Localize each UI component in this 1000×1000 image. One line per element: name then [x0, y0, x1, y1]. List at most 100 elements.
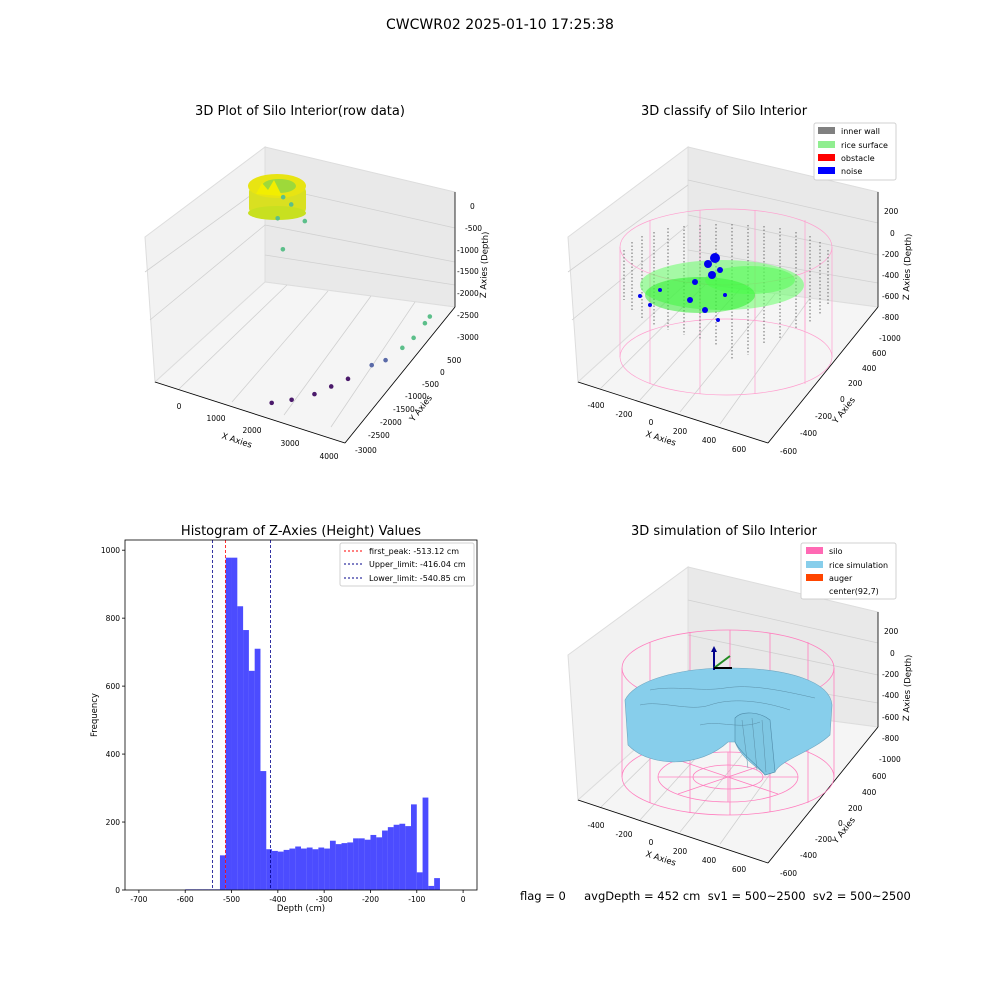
x-tick-label: -500 [223, 895, 240, 904]
histogram-bar [191, 889, 197, 890]
histogram-bar [219, 855, 226, 890]
histogram-bar [370, 834, 377, 890]
legend-label: rice simulation [829, 561, 888, 570]
rice-point-cluster [248, 174, 306, 220]
histogram-bar [393, 824, 400, 890]
histogram-bar [208, 889, 215, 890]
histogram-bar [399, 823, 406, 890]
histogram-bar [196, 889, 203, 890]
histogram-bar [318, 847, 325, 890]
p1-ztick: -1500 [457, 267, 479, 276]
p4-ytick: -600 [780, 869, 797, 878]
p3-ylabel: Frequency [90, 693, 100, 737]
histogram-bar [283, 849, 290, 890]
histogram-bar [214, 889, 220, 890]
p4-ztick: -600 [882, 713, 899, 722]
p1-ytick: -1000 [405, 392, 427, 401]
p3-legend: first_peak: -513.12 cm Upper_limit: -416… [339, 542, 475, 587]
histogram-bar [416, 872, 423, 890]
legend-swatch-obstacle [818, 154, 835, 161]
scatter-point [328, 384, 334, 389]
p1-xtick: 2000 [242, 426, 261, 435]
scatter-point [345, 376, 351, 382]
p1-xtick: 3000 [280, 439, 299, 448]
p2-ytick: -600 [780, 447, 797, 456]
p2-ytick: 400 [862, 364, 877, 373]
figure-title: CWCWR02 2025-01-10 17:25:38 [386, 17, 614, 33]
histogram-bar [225, 557, 232, 890]
scatter-point [369, 362, 375, 368]
p4-ytick: 400 [862, 788, 877, 797]
scatter-point [312, 391, 317, 397]
histogram-bar [272, 850, 278, 890]
p4-ytick: 600 [872, 772, 887, 781]
legend-swatch-inner-wall [818, 127, 835, 134]
panel2-title: 3D classify of Silo Interior [640, 104, 808, 119]
noise-points [638, 253, 727, 322]
p2-xlabel: X Axies [644, 429, 677, 448]
x-tick-label: -600 [177, 895, 194, 904]
histogram-bar [231, 557, 238, 890]
legend-label: auger [829, 574, 853, 583]
y-tick-label: 0 [115, 886, 120, 895]
p4-zlabel: Z Axies (Depth) [902, 654, 914, 721]
scatter-point [275, 215, 280, 221]
p1-ztick: 0 [470, 202, 475, 211]
p4-xtick: 200 [673, 847, 688, 856]
p2-ytick: 0 [840, 395, 845, 404]
p4-ztick: 0 [890, 649, 895, 658]
p2-ztick: -600 [882, 292, 899, 301]
scatter-point [269, 400, 274, 406]
p2-xtick: 200 [673, 427, 688, 436]
p4-xtick: 400 [702, 856, 717, 865]
scatter-point [427, 314, 433, 319]
p1-ytick: 0 [440, 368, 445, 377]
histogram-bar [185, 889, 191, 890]
scatter-point [288, 202, 294, 207]
legend-label: obstacle [841, 154, 875, 163]
p2-ztick: -200 [882, 250, 899, 259]
x-tick-label: -700 [130, 895, 147, 904]
p2-zlabel: Z Axies (Depth) [902, 233, 914, 300]
histogram-bar [358, 838, 365, 890]
p4-ytick: -200 [815, 835, 832, 844]
histogram-bar [434, 878, 440, 890]
p2-xtick: 400 [702, 436, 717, 445]
histogram-bar [405, 826, 411, 890]
p4-legend: silo rice simulation auger center(92,7) [800, 542, 897, 600]
y-tick-label: 400 [106, 750, 121, 759]
p1-ztick: -3000 [457, 333, 479, 342]
histogram-bar [277, 851, 284, 890]
histogram-bar [266, 849, 273, 890]
p4-ztick: 200 [884, 627, 899, 636]
histogram-bar [364, 839, 371, 890]
p1-ztick: -2500 [457, 311, 479, 320]
p1-xtick: 1000 [206, 414, 225, 423]
legend-label: Upper_limit: -416.04 cm [369, 560, 466, 569]
p2-xtick: -200 [615, 410, 632, 419]
histogram-bar [301, 848, 307, 890]
legend-label: inner wall [841, 127, 880, 136]
legend-label: Lower_limit: -540.85 cm [369, 574, 466, 583]
histogram-bar [428, 885, 435, 890]
legend-swatch-rice-simulation [806, 561, 823, 568]
histogram-bar [243, 630, 249, 890]
panel4-title: 3D simulation of Silo Interior [631, 524, 817, 539]
p4-ylabel: Y Axies [830, 815, 858, 847]
histogram-bar [254, 648, 261, 890]
legend-label: noise [841, 167, 862, 176]
p2-ztick: 0 [890, 229, 895, 238]
silo-wireframe [621, 629, 835, 816]
p2-xtick: 0 [649, 418, 654, 427]
p1-ytick: -500 [422, 380, 439, 389]
histogram-bar [329, 840, 336, 890]
scatter-point [411, 335, 416, 341]
legend-label: first_peak: -513.12 cm [369, 547, 459, 556]
p1-ytick: -3000 [355, 446, 377, 455]
p2-ytick: -200 [815, 412, 832, 421]
histogram-bar [248, 670, 255, 890]
p1-zlabel: Z Axies (Depth) [479, 231, 491, 298]
scatter-point [400, 345, 405, 351]
